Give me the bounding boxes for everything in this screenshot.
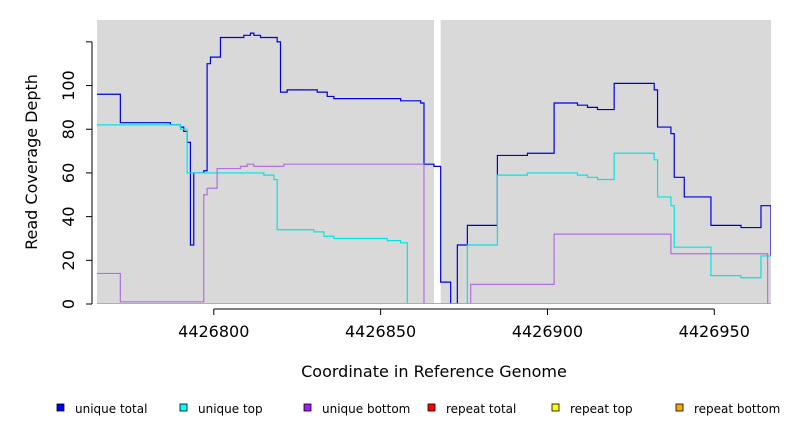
y-tick-label: 40 xyxy=(59,206,78,226)
y-tick-label: 60 xyxy=(59,163,78,183)
legend-swatch-repeat-top xyxy=(551,403,560,412)
legend-swatch-unique-top xyxy=(179,403,188,412)
x-tick-label: 4426850 xyxy=(345,322,416,341)
plot-gap xyxy=(434,20,441,304)
y-tick-label: 20 xyxy=(59,250,78,270)
x-tick-label: 4426950 xyxy=(679,322,750,341)
legend-label-unique-total: unique total xyxy=(75,402,147,416)
legend-label-repeat-bottom: repeat bottom xyxy=(694,402,780,416)
legend-label-repeat-top: repeat top xyxy=(570,402,633,416)
x-axis: 4426800 4426850 4426900 4426950 xyxy=(178,308,750,341)
x-tick-label: 4426800 xyxy=(178,322,249,341)
y-tick-label: 100 xyxy=(59,70,78,101)
y-axis-title: Read Coverage Depth xyxy=(22,74,41,250)
y-tick-label: 80 xyxy=(59,119,78,139)
legend-label-unique-top: unique top xyxy=(198,402,263,416)
legend-swatch-repeat-total xyxy=(427,403,436,412)
series-line-unique-bottom xyxy=(97,163,771,304)
legend-swatch-repeat-bottom xyxy=(675,403,684,412)
x-tick-label: 4426900 xyxy=(512,322,583,341)
series-line-unique-total xyxy=(97,32,771,304)
legend-label-repeat-total: repeat total xyxy=(446,402,516,416)
series-layer xyxy=(97,32,771,304)
legend-swatch-unique-total xyxy=(56,403,65,412)
y-tick-label: 0 xyxy=(59,299,78,309)
x-axis-title: Coordinate in Reference Genome xyxy=(301,362,567,381)
series-line-unique-top xyxy=(97,124,771,304)
legend-swatch-unique-bottom xyxy=(303,403,312,412)
legend: unique total unique top unique bottom repea… xyxy=(56,402,780,416)
y-axis: 0 20 40 60 80 100 xyxy=(59,41,93,309)
legend-label-unique-bottom: unique bottom xyxy=(322,402,410,416)
